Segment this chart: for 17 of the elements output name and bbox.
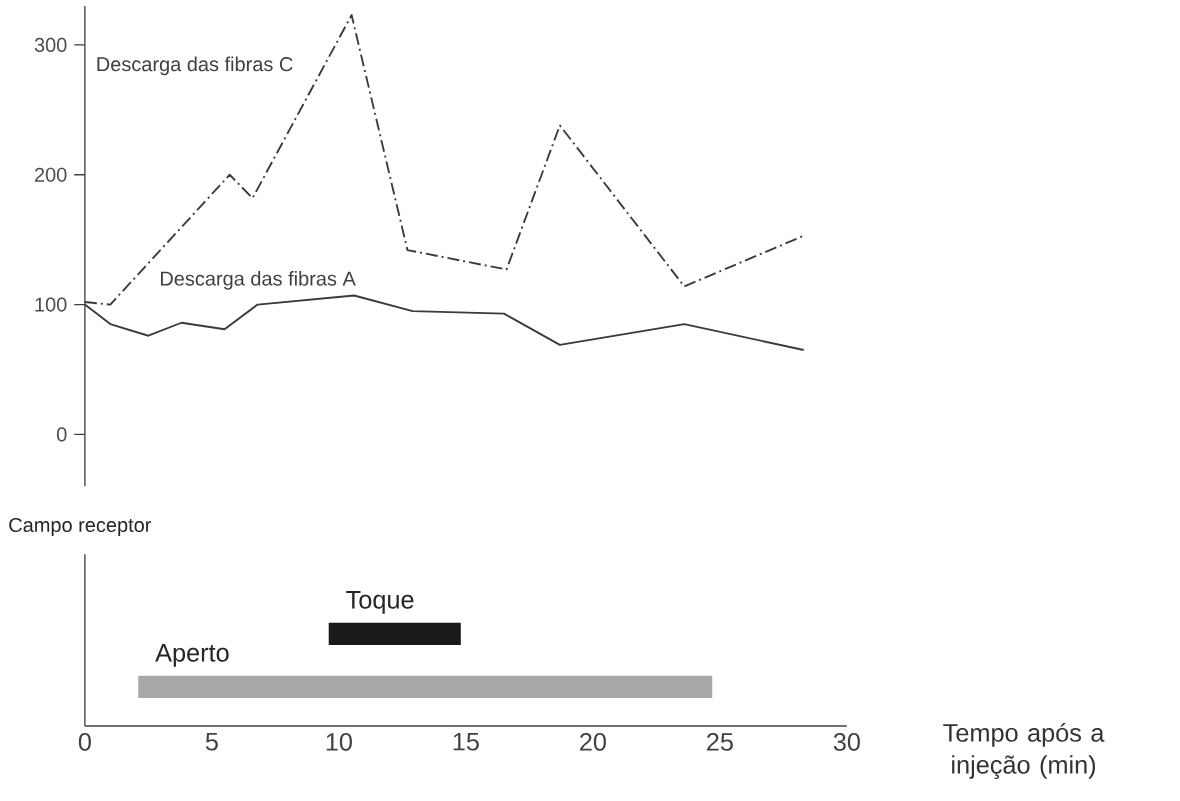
x-tick-label: 20 — [580, 732, 606, 751]
chart-title: Campo receptor — [9, 517, 152, 537]
series-label: Descarga das fibras A — [160, 271, 356, 290]
series-label: Descarga das fibras C — [97, 56, 293, 76]
y-tick-label: 300 — [34, 37, 67, 53]
y-tick-label: 100 — [35, 297, 67, 312]
y-tick-label: 0 — [56, 427, 67, 442]
y-tick-label: 200 — [35, 167, 67, 182]
x-tick-label: 0 — [78, 732, 91, 751]
y-tick-label: Toque — [346, 591, 414, 614]
x-axis-title: Tempo após a injeção (min) — [943, 722, 1105, 779]
y-tick-label: Aperto — [155, 644, 229, 667]
x-tick-label: 25 — [707, 732, 733, 751]
x-tick-label: 10 — [326, 732, 352, 751]
x-tick-label: 5 — [205, 732, 218, 751]
x-tick-label: 15 — [453, 732, 479, 751]
x-tick-label: 30 — [833, 732, 860, 751]
